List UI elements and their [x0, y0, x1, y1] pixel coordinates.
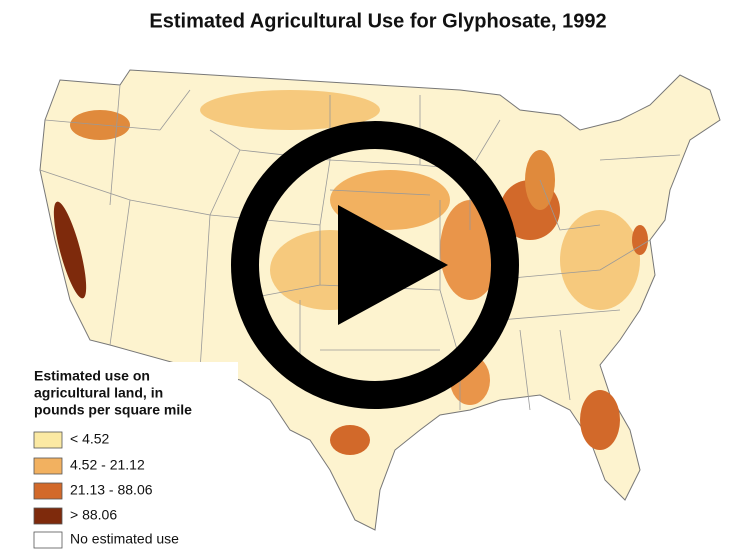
legend-label: No estimated use: [70, 531, 179, 547]
legend-swatch: [33, 482, 63, 500]
play-triangle[interactable]: [338, 205, 448, 325]
legend-swatch: [33, 507, 63, 525]
legend-label: > 88.06: [70, 507, 117, 523]
legend-title: agricultural land, in: [34, 385, 163, 401]
legend-background: [28, 362, 238, 552]
legend-title: pounds per square mile: [34, 402, 192, 418]
legend-label: < 4.52: [70, 431, 110, 447]
legend-swatch: [33, 457, 63, 475]
legend-swatch: [33, 431, 63, 449]
legend-label: 4.52 - 21.12: [70, 457, 145, 473]
legend-label: 21.13 - 88.06: [70, 482, 153, 498]
map-title: Estimated Agricultural Use for Glyphosat…: [149, 10, 606, 32]
legend-swatch: [33, 531, 63, 549]
play-ring[interactable]: [231, 121, 519, 409]
play-button[interactable]: [231, 121, 519, 409]
legend-title: Estimated use on: [34, 368, 150, 384]
